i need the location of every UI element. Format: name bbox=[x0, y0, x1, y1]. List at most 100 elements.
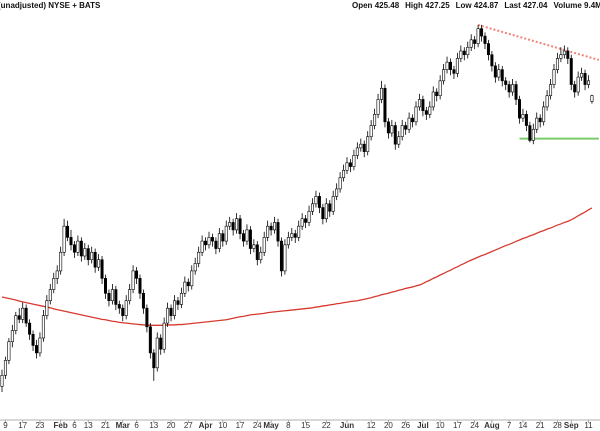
candle-body bbox=[262, 237, 266, 253]
x-tick-label: Mar bbox=[116, 421, 130, 430]
candle-body bbox=[497, 69, 501, 78]
candle-body bbox=[545, 95, 549, 108]
candle-body bbox=[107, 292, 111, 302]
candle-body bbox=[314, 196, 318, 205]
candle-body bbox=[483, 35, 487, 44]
candle-body bbox=[235, 218, 239, 231]
trendline bbox=[477, 23, 600, 61]
x-tick-label: 27 bbox=[184, 421, 193, 430]
candle-body bbox=[197, 251, 201, 264]
candle-body bbox=[190, 270, 194, 287]
x-tick-label: 24 bbox=[470, 421, 479, 430]
candle-body bbox=[173, 300, 177, 316]
x-tick-label: 6 bbox=[134, 421, 139, 430]
candle-body bbox=[224, 225, 228, 242]
candle-body bbox=[252, 244, 256, 249]
candle-body bbox=[162, 322, 166, 350]
candle-body bbox=[359, 143, 363, 149]
candle-body bbox=[390, 125, 394, 134]
candle-body bbox=[373, 114, 377, 126]
candle-body bbox=[414, 106, 418, 123]
candle-body bbox=[331, 196, 335, 212]
candle-body bbox=[490, 54, 494, 67]
candle-body bbox=[293, 233, 297, 238]
candle-body bbox=[245, 229, 249, 242]
candle-body bbox=[238, 218, 242, 234]
x-tick-label: 14 bbox=[518, 421, 527, 430]
candle-body bbox=[562, 50, 566, 56]
x-tick-label: 11 bbox=[584, 421, 593, 430]
candle-body bbox=[531, 128, 535, 141]
candle-body bbox=[317, 196, 321, 208]
candle-body bbox=[566, 50, 570, 59]
candle-body bbox=[411, 117, 415, 123]
candle-body bbox=[352, 155, 356, 167]
candle-body bbox=[145, 307, 149, 328]
candle-body bbox=[104, 278, 108, 294]
candle-body bbox=[155, 337, 159, 369]
x-tick-label: 26 bbox=[401, 421, 410, 430]
source-label: (unadjusted) NYSE + BATS bbox=[0, 1, 101, 10]
candle-body bbox=[97, 259, 101, 268]
candle-body bbox=[307, 210, 311, 223]
candle-body bbox=[186, 281, 190, 287]
candle-body bbox=[362, 143, 366, 152]
candle-body bbox=[580, 73, 584, 78]
x-tick-label: 23 bbox=[35, 421, 44, 430]
candle-body bbox=[221, 233, 225, 242]
candle-body bbox=[321, 207, 325, 220]
candle-body bbox=[138, 278, 142, 294]
candle-body bbox=[407, 117, 411, 130]
candle-body bbox=[428, 106, 432, 115]
candle-body bbox=[273, 222, 277, 231]
candle-body bbox=[242, 233, 246, 242]
candle-body bbox=[421, 99, 425, 111]
candle-body bbox=[366, 136, 370, 152]
x-tick-label: 21 bbox=[101, 421, 110, 430]
candle-body bbox=[93, 251, 97, 268]
x-tick-label: 22 bbox=[322, 421, 331, 430]
quote-value: 425.48 bbox=[374, 1, 400, 10]
candle-body bbox=[552, 69, 556, 85]
candle-body bbox=[328, 203, 332, 212]
candle-body bbox=[76, 240, 80, 253]
candle-body bbox=[400, 125, 404, 138]
candle-body bbox=[452, 69, 456, 74]
candle-body bbox=[324, 203, 328, 220]
candle-body bbox=[159, 337, 163, 350]
x-tick-label: Sep bbox=[564, 421, 579, 430]
candle-body bbox=[310, 203, 314, 212]
candle-body bbox=[283, 244, 287, 272]
candle-body bbox=[72, 244, 76, 253]
candle-body bbox=[24, 307, 28, 324]
candle-body bbox=[79, 240, 83, 257]
x-tick-label: 21 bbox=[536, 421, 545, 430]
candle-body bbox=[386, 121, 390, 134]
candle-body bbox=[266, 225, 270, 238]
candle-body bbox=[228, 222, 232, 227]
candle-body bbox=[83, 248, 87, 257]
candle-body bbox=[445, 61, 449, 70]
candle-body bbox=[59, 251, 63, 272]
candle-body bbox=[204, 240, 208, 246]
x-tick-label: 8 bbox=[286, 421, 291, 430]
quote-label: Volume bbox=[553, 1, 582, 10]
x-tick-label: 10 bbox=[436, 421, 445, 430]
candle-body bbox=[448, 61, 452, 70]
candle-body bbox=[345, 162, 349, 171]
quote-value: 9.4M bbox=[584, 1, 600, 10]
candle-body bbox=[200, 240, 204, 253]
candle-body bbox=[124, 300, 128, 316]
candle-body bbox=[86, 248, 90, 261]
candle-body bbox=[152, 352, 156, 369]
candle-body bbox=[128, 289, 132, 302]
x-tick-label: May bbox=[263, 421, 279, 430]
candle-body bbox=[100, 259, 104, 279]
candle-body bbox=[573, 84, 577, 93]
candle-body bbox=[14, 315, 18, 331]
candle-body bbox=[31, 333, 35, 346]
candle-body bbox=[166, 307, 170, 324]
candle-body bbox=[379, 87, 383, 100]
candle-body bbox=[279, 240, 283, 272]
